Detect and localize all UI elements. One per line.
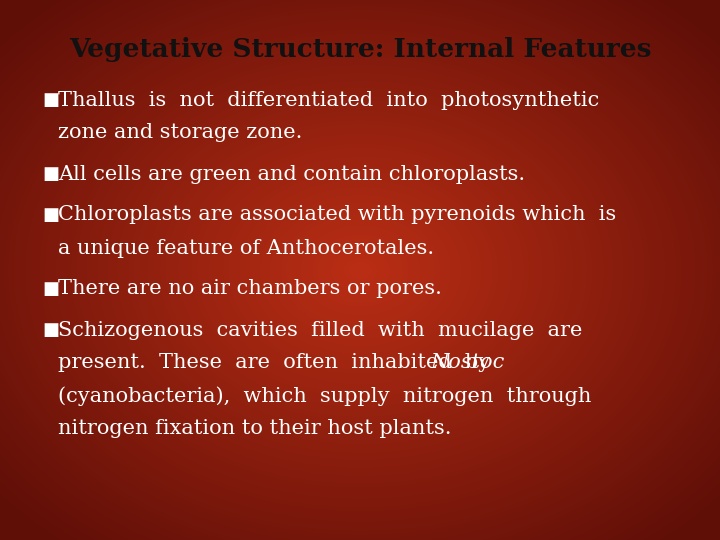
Text: Nostoc: Nostoc xyxy=(431,354,505,373)
Text: Chloroplasts are associated with pyrenoids which  is: Chloroplasts are associated with pyrenoi… xyxy=(58,206,616,225)
Text: (cyanobacteria),  which  supply  nitrogen  through: (cyanobacteria), which supply nitrogen t… xyxy=(58,386,591,406)
Text: a unique feature of Anthocerotales.: a unique feature of Anthocerotales. xyxy=(58,239,434,258)
Text: Schizogenous  cavities  filled  with  mucilage  are: Schizogenous cavities filled with mucila… xyxy=(58,321,582,340)
Text: ■: ■ xyxy=(42,280,59,298)
Text: ■: ■ xyxy=(42,206,59,224)
Text: There are no air chambers or pores.: There are no air chambers or pores. xyxy=(58,280,442,299)
Text: ■: ■ xyxy=(42,91,59,109)
Text: Thallus  is  not  differentiated  into  photosynthetic: Thallus is not differentiated into photo… xyxy=(58,91,599,110)
Text: nitrogen fixation to their host plants.: nitrogen fixation to their host plants. xyxy=(58,420,451,438)
Text: ■: ■ xyxy=(42,321,59,339)
Text: present.  These  are  often  inhabited  by: present. These are often inhabited by xyxy=(58,354,503,373)
Text: ■: ■ xyxy=(42,165,59,183)
Text: zone and storage zone.: zone and storage zone. xyxy=(58,124,302,143)
Text: Vegetative Structure: Internal Features: Vegetative Structure: Internal Features xyxy=(68,37,652,63)
Text: All cells are green and contain chloroplasts.: All cells are green and contain chloropl… xyxy=(58,165,525,184)
